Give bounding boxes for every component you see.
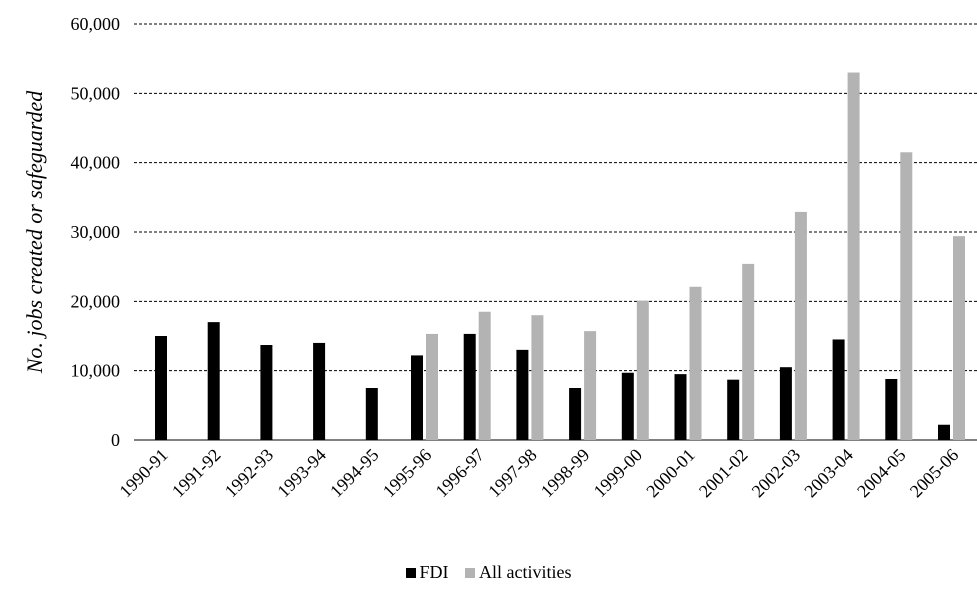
x-tick-label: 2004-05 bbox=[853, 445, 910, 502]
x-tick-label: 1996-97 bbox=[431, 445, 488, 502]
bars bbox=[155, 72, 965, 441]
y-tick-label: 20,000 bbox=[71, 291, 121, 311]
legend-swatch-all-activities bbox=[465, 568, 476, 578]
bar-fdi bbox=[411, 355, 423, 440]
legend-item-all-activities: All activities bbox=[465, 562, 572, 583]
bar-all-activities bbox=[426, 333, 438, 440]
x-tick-label: 1990-91 bbox=[115, 445, 172, 502]
bar-all-activities bbox=[531, 315, 544, 440]
y-tick-label: 50,000 bbox=[71, 83, 121, 103]
y-tick-label: 0 bbox=[111, 430, 120, 450]
bar-fdi bbox=[885, 378, 898, 440]
bar-fdi bbox=[365, 388, 378, 440]
bar-all-activities bbox=[689, 286, 702, 440]
x-tick-label: 2000-01 bbox=[642, 445, 699, 502]
x-tick-label: 1997-98 bbox=[484, 445, 541, 502]
bar-fdi bbox=[155, 336, 167, 440]
x-tick-label: 1998-99 bbox=[537, 445, 594, 502]
bar-fdi bbox=[313, 342, 326, 440]
x-tick-label: 1994-95 bbox=[326, 445, 383, 502]
y-tick-label: 60,000 bbox=[71, 14, 121, 34]
x-tick-label: 2003-04 bbox=[800, 445, 857, 502]
x-tick-label: 1991-92 bbox=[168, 445, 225, 502]
x-tick-label: 1999-00 bbox=[590, 445, 647, 502]
bar-fdi bbox=[463, 333, 476, 440]
bar-all-activities bbox=[636, 300, 649, 440]
gridlines bbox=[134, 23, 977, 441]
bar-all-activities bbox=[900, 152, 913, 440]
bar-fdi bbox=[832, 339, 845, 440]
bar-all-activities bbox=[847, 72, 860, 441]
y-axis-label: No. jobs created or safeguarded bbox=[22, 90, 47, 375]
legend-item-fdi: FDI bbox=[405, 562, 449, 583]
y-tick-label: 30,000 bbox=[71, 222, 121, 242]
y-tick-label: 40,000 bbox=[71, 153, 121, 173]
y-tick-labels: 0 10,000 20,000 30,000 40,000 50,000 60,000 bbox=[71, 14, 121, 450]
bar-fdi bbox=[260, 345, 273, 440]
x-tick-labels: 1990-911991-921992-931993-941994-951995-… bbox=[115, 445, 962, 502]
bar-fdi bbox=[569, 388, 582, 440]
bar-all-activities bbox=[794, 211, 807, 440]
bar-fdi bbox=[779, 367, 792, 440]
y-tick-label: 10,000 bbox=[71, 361, 121, 381]
bar-all-activities bbox=[742, 263, 755, 440]
x-tick-label: 2002-03 bbox=[748, 445, 805, 502]
x-tick-label: 1992-93 bbox=[221, 445, 278, 502]
bar-fdi bbox=[674, 374, 687, 440]
legend-label-fdi: FDI bbox=[419, 562, 449, 582]
bar-all-activities bbox=[953, 236, 965, 440]
x-tick-label: 2005-06 bbox=[906, 445, 963, 502]
bar-all-activities bbox=[584, 331, 597, 440]
bar-fdi bbox=[938, 424, 950, 440]
legend-swatch-fdi bbox=[405, 568, 416, 578]
x-tick-label: 2001-02 bbox=[695, 445, 752, 502]
legend: FDI All activities bbox=[0, 562, 977, 583]
bar-fdi bbox=[727, 379, 740, 440]
bar-fdi bbox=[516, 349, 529, 440]
bar-fdi bbox=[207, 322, 220, 440]
bar-all-activities bbox=[478, 311, 491, 440]
bar-fdi bbox=[621, 372, 634, 440]
legend-label-all-activities: All activities bbox=[479, 562, 572, 582]
x-tick-label: 1993-94 bbox=[273, 445, 330, 502]
x-tick-label: 1995-96 bbox=[379, 445, 436, 502]
